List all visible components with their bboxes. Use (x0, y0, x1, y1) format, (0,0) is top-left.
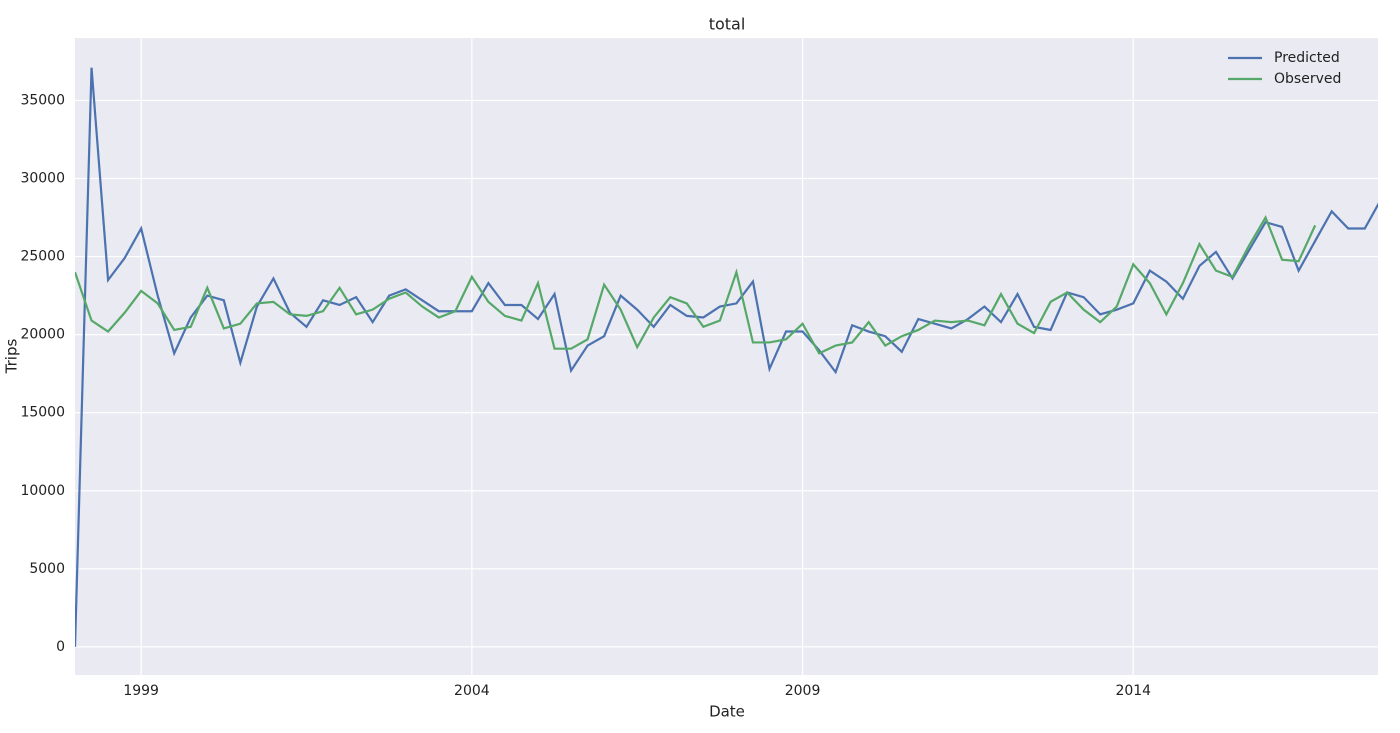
y-tick-label: 35000 (20, 92, 65, 108)
chart-title: total (709, 15, 746, 34)
grid (75, 38, 1378, 675)
legend-label: Observed (1274, 71, 1341, 87)
x-tick-label: 2009 (785, 683, 821, 699)
y-tick-label: 25000 (20, 249, 65, 265)
x-axis-label: Date (709, 703, 745, 721)
y-tick-label: 15000 (20, 405, 65, 421)
lines (75, 67, 1378, 647)
y-tick-label: 20000 (20, 327, 65, 343)
legend: Predicted Observed (1228, 50, 1341, 87)
legend-label: Predicted (1274, 50, 1340, 66)
plot-area (75, 38, 1378, 675)
y-tick-label: 30000 (20, 171, 65, 187)
x-tick-label: 1999 (123, 683, 159, 699)
y-axis-label: Trips (3, 339, 21, 375)
x-tick-label: 2014 (1115, 683, 1151, 699)
y-tick-label: 10000 (20, 483, 65, 499)
y-tick-label: 5000 (29, 561, 65, 577)
y-tick-label: 0 (56, 639, 65, 655)
x-tick-label: 2004 (454, 683, 490, 699)
series-line (75, 215, 1317, 355)
